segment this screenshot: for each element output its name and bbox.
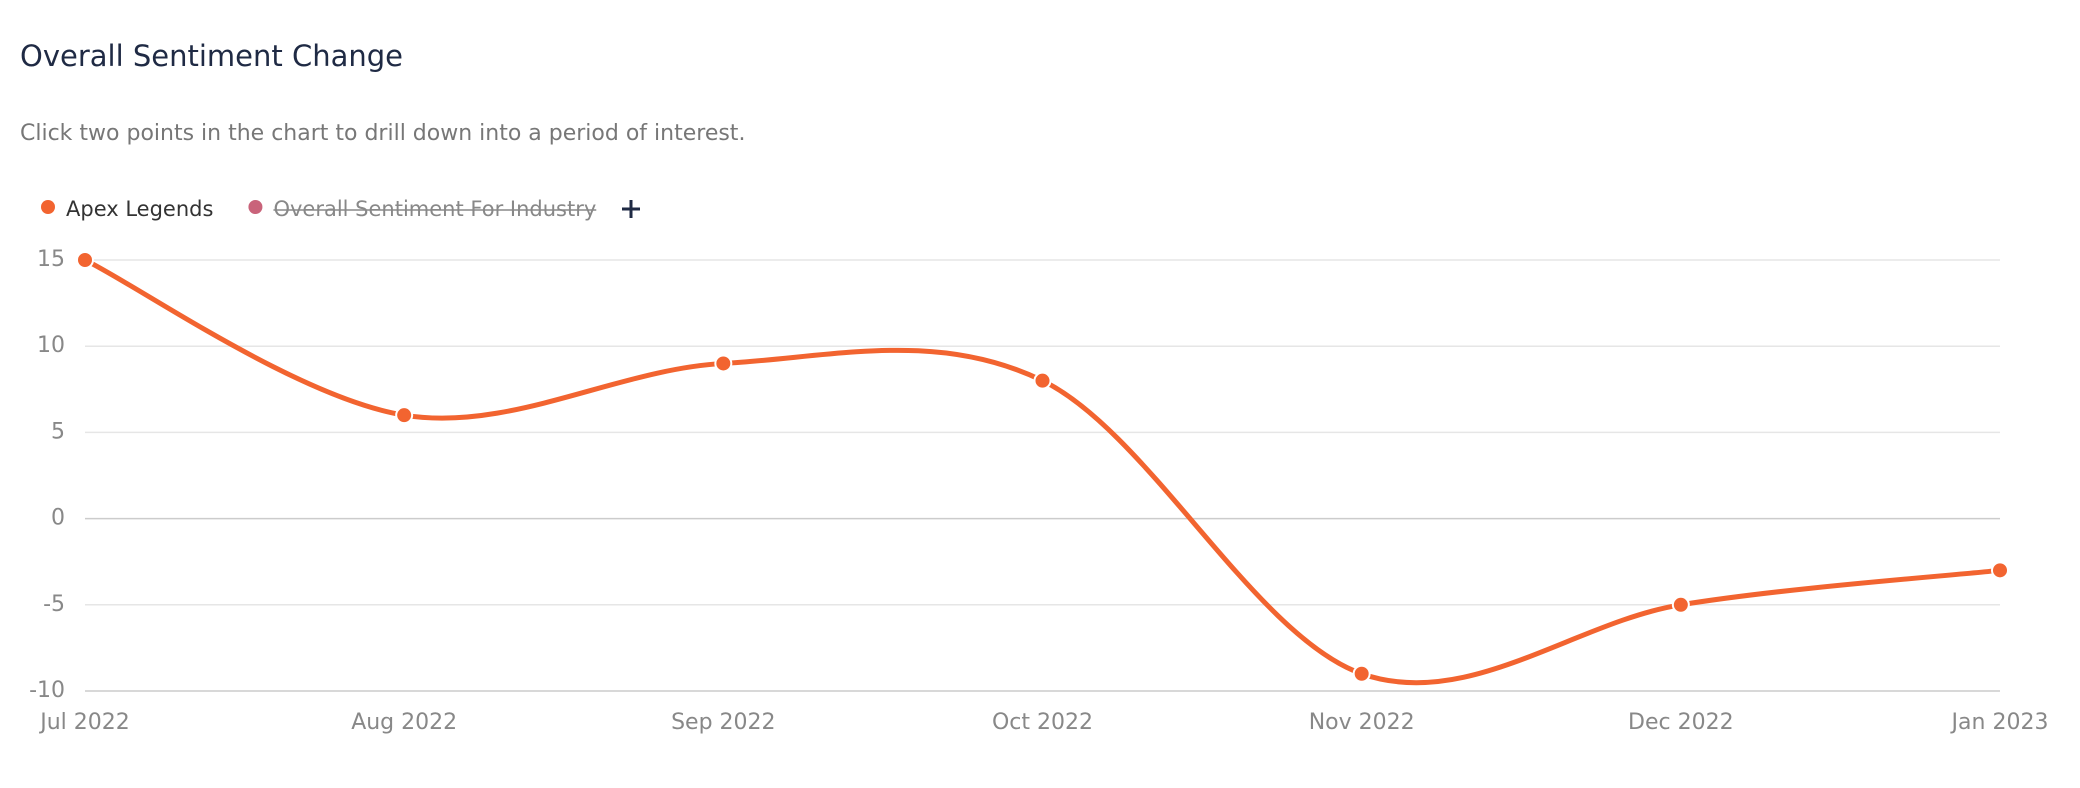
y-tick-label: 5 bbox=[51, 419, 65, 444]
legend-item[interactable]: Overall Sentiment For Industry bbox=[248, 197, 597, 221]
data-point[interactable] bbox=[1671, 595, 1690, 614]
y-tick-label: 0 bbox=[51, 506, 65, 531]
data-point[interactable] bbox=[714, 354, 733, 373]
data-point[interactable] bbox=[1352, 664, 1371, 683]
add-series-button[interactable] bbox=[622, 200, 640, 218]
x-tick-label: Dec 2022 bbox=[1628, 710, 1734, 735]
legend-label: Overall Sentiment For Industry bbox=[273, 197, 596, 221]
x-tick-label: Aug 2022 bbox=[351, 710, 457, 735]
data-point[interactable] bbox=[1033, 371, 1052, 390]
legend-marker bbox=[41, 200, 55, 214]
legend-label: Apex Legends bbox=[66, 197, 213, 221]
x-tick-label: Oct 2022 bbox=[992, 710, 1093, 735]
x-tick-label: Sep 2022 bbox=[671, 710, 775, 735]
y-tick-label: 15 bbox=[37, 247, 65, 272]
y-tick-label: -10 bbox=[29, 678, 65, 703]
y-tick-label: -5 bbox=[43, 592, 65, 617]
data-point[interactable] bbox=[76, 251, 94, 269]
data-point[interactable] bbox=[395, 406, 414, 425]
y-tick-label: 10 bbox=[37, 333, 65, 358]
chart-subtitle: Click two points in the chart to drill d… bbox=[20, 121, 745, 146]
chart-title: Overall Sentiment Change bbox=[20, 39, 403, 73]
x-tick-label: Jul 2022 bbox=[38, 710, 130, 735]
series-line bbox=[82, 257, 2003, 686]
x-tick-label: Nov 2022 bbox=[1309, 710, 1415, 735]
x-tick-label: Jan 2023 bbox=[1950, 710, 2049, 735]
legend-marker bbox=[248, 200, 263, 214]
data-point[interactable] bbox=[1991, 561, 2009, 580]
legend-item[interactable]: Apex Legends bbox=[41, 197, 213, 221]
